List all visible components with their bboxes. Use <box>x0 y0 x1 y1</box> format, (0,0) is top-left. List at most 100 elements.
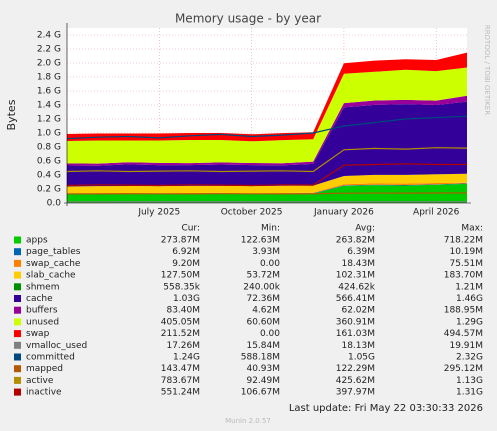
legend-stat: 566.41M <box>336 294 375 304</box>
x-tick-label: April 2026 <box>413 208 460 218</box>
legend-swatch <box>14 306 21 314</box>
legend-label: swap <box>26 329 50 339</box>
legend-stat: 19.91M <box>449 341 483 351</box>
legend-stat: 405.05M <box>161 317 200 327</box>
y-tick-label: 2.2 G <box>37 45 61 55</box>
legend-label: slab_cache <box>26 271 76 281</box>
side-label: RRDTOOL / TOBI OETIKER <box>483 25 491 115</box>
legend-stat: 15.84M <box>246 341 280 351</box>
legend-label: active <box>26 376 54 386</box>
legend-swatch <box>14 283 21 291</box>
legend-label: page_tables <box>26 247 81 257</box>
y-tick-label: 1.4 G <box>37 101 61 111</box>
legend-stat: 1.03G <box>173 294 200 304</box>
y-tick-label: 1.0 G <box>37 129 61 139</box>
legend-stat: 4.62M <box>252 306 280 316</box>
legend-label: vmalloc_used <box>26 341 87 351</box>
area <box>67 95 467 166</box>
legend-stat: 240.00k <box>243 282 280 292</box>
legend-stat: 17.26M <box>166 341 200 351</box>
legend-stat: 273.87M <box>161 236 200 246</box>
legend-stat: 1.21M <box>455 282 483 292</box>
legend-swatch <box>14 388 21 396</box>
legend-label: cache <box>26 294 53 304</box>
y-tick-label: 2.4 G <box>37 31 61 41</box>
line <box>67 192 468 195</box>
legend-header: Cur: <box>181 224 200 234</box>
legend-stat: 588.18M <box>241 353 280 363</box>
legend-stat: 188.95M <box>444 306 483 316</box>
legend-stat: 72.36M <box>246 294 280 304</box>
footer: Last update: Fri May 22 03:30:33 2026 <box>289 403 483 414</box>
y-tick-label: 2.0 G <box>37 59 61 69</box>
legend-stat: 9.20M <box>172 259 200 269</box>
y-axis-label: Bytes <box>5 99 18 130</box>
legend-stat: 211.52M <box>161 329 200 339</box>
legend-stat: 92.49M <box>246 376 280 386</box>
y-tick-label: 1.6 G <box>37 87 61 97</box>
legend-stat: 551.24M <box>161 388 200 398</box>
legend-stat: 18.43M <box>341 259 375 269</box>
legend-label: swap_cache <box>26 259 81 269</box>
x-tick-label: October 2025 <box>221 208 283 218</box>
y-tick-label: 1.2 G <box>37 115 61 125</box>
legend-swatch <box>14 318 21 326</box>
legend-stat: 183.70M <box>444 271 483 281</box>
version: Munin 2.0.57 <box>225 417 271 425</box>
legend-stat: 60.60M <box>246 317 280 327</box>
legend-stat: 783.67M <box>161 376 200 386</box>
area <box>67 182 467 194</box>
legend-stat: 143.47M <box>161 364 200 374</box>
legend-stat: 122.29M <box>336 364 375 374</box>
y-tick-label: 1.8 G <box>37 73 61 83</box>
legend-stat: 494.57M <box>444 329 483 339</box>
legend-stat: 1.13G <box>456 376 483 386</box>
legend-stat: 718.22M <box>444 236 483 246</box>
area <box>67 67 467 164</box>
legend-stat: 1.24G <box>173 353 200 363</box>
legend-stat: 161.03M <box>336 329 375 339</box>
legend-label: mapped <box>26 364 63 374</box>
legend-stat: 558.35k <box>163 282 200 292</box>
legend-label: apps <box>26 236 48 246</box>
x-tick-label: January 2026 <box>313 208 374 218</box>
legend-swatch <box>14 271 21 279</box>
line <box>66 147 468 173</box>
area <box>67 183 467 203</box>
legend-stat: 127.50M <box>161 271 200 281</box>
legend-stat: 425.62M <box>336 376 375 386</box>
legend-label: committed <box>26 353 75 363</box>
legend-stat: 106.67M <box>241 388 280 398</box>
legend-stat: 18.13M <box>341 341 375 351</box>
legend-stat: 6.92M <box>172 247 200 257</box>
legend-swatch <box>14 353 21 361</box>
legend-label: buffers <box>26 306 58 316</box>
legend-stat: 102.31M <box>336 271 375 281</box>
legend-stat: 3.93M <box>252 247 280 257</box>
legend-stat: 40.93M <box>246 364 280 374</box>
legend-label: shmem <box>26 282 59 292</box>
legend-stat: 6.39M <box>347 247 375 257</box>
legend-swatch <box>14 248 21 256</box>
legend-stat: 53.72M <box>246 271 280 281</box>
legend-swatch <box>14 330 21 338</box>
legend-stat: 0.00 <box>260 329 280 339</box>
legend-swatch <box>14 341 21 349</box>
legend-swatch <box>14 376 21 384</box>
legend-stat: 295.12M <box>444 364 483 374</box>
chart-title: Memory usage - by year <box>175 12 321 26</box>
y-tick-label: 0.4 G <box>37 171 61 181</box>
legend-swatch <box>14 236 21 244</box>
y-tick-label: 0.8 G <box>37 143 61 153</box>
legend-swatch <box>14 259 21 267</box>
legend-swatch <box>14 295 21 302</box>
legend-stat: 1.46G <box>456 294 483 304</box>
legend-stat: 83.40M <box>166 306 200 316</box>
legend-stat: 10.19M <box>449 247 483 257</box>
line <box>66 163 468 187</box>
legend-stat: 1.29G <box>456 317 483 327</box>
y-tick-label: 0.6 G <box>37 157 61 167</box>
area <box>67 173 467 194</box>
legend-header: Min: <box>261 224 280 234</box>
